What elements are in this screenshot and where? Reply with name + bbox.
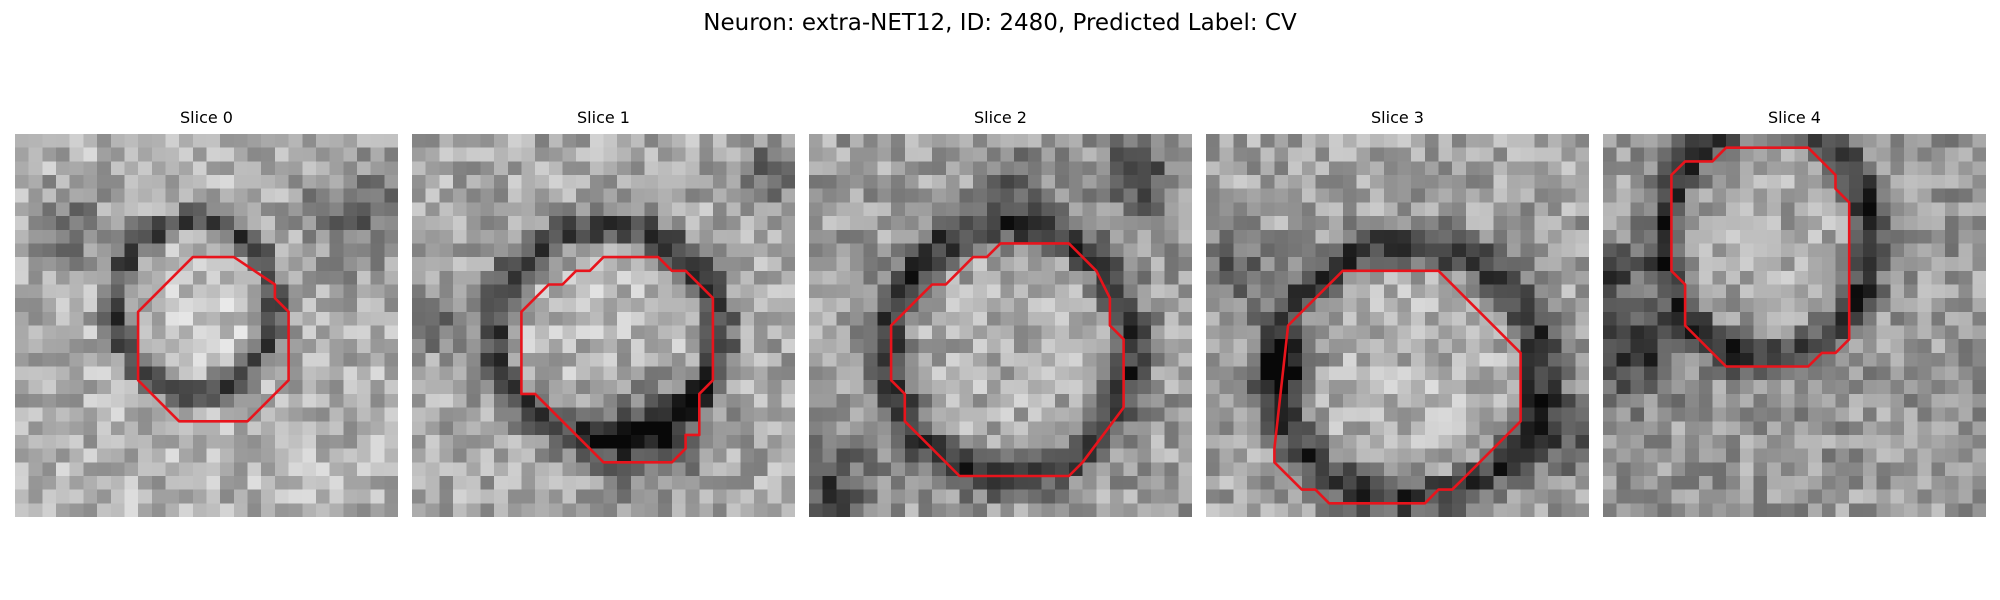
slice-image	[412, 134, 795, 517]
slice-panel: Slice 2	[809, 108, 1192, 517]
slice-panel: Slice 1	[412, 108, 795, 517]
slice-title: Slice 1	[577, 108, 630, 127]
slice-title: Slice 0	[180, 108, 233, 127]
segmentation-contour	[1273, 269, 1522, 505]
slice-panel: Slice 3	[1206, 108, 1589, 517]
slice-image	[809, 134, 1192, 517]
slice-image	[1603, 134, 1986, 517]
segmentation-contour	[520, 255, 715, 464]
slice-panel: Slice 0	[15, 108, 398, 517]
slice-title: Slice 3	[1371, 108, 1424, 127]
segmentation-contour	[1670, 146, 1851, 368]
grayscale-pixels	[15, 134, 398, 517]
slice-title: Slice 4	[1768, 108, 1821, 127]
segmentation-contour	[136, 255, 290, 423]
slice-image	[1206, 134, 1589, 517]
grayscale-pixels	[1603, 134, 1986, 517]
figure-title: Neuron: extra-NET12, ID: 2480, Predicted…	[703, 10, 1297, 36]
grayscale-pixels	[412, 134, 795, 517]
slice-panel: Slice 4	[1603, 108, 1986, 517]
segmentation-contour	[889, 242, 1125, 478]
slice-title: Slice 2	[974, 108, 1027, 127]
grayscale-pixels	[809, 134, 1192, 517]
slice-image	[15, 134, 398, 517]
grayscale-pixels	[1206, 134, 1589, 517]
